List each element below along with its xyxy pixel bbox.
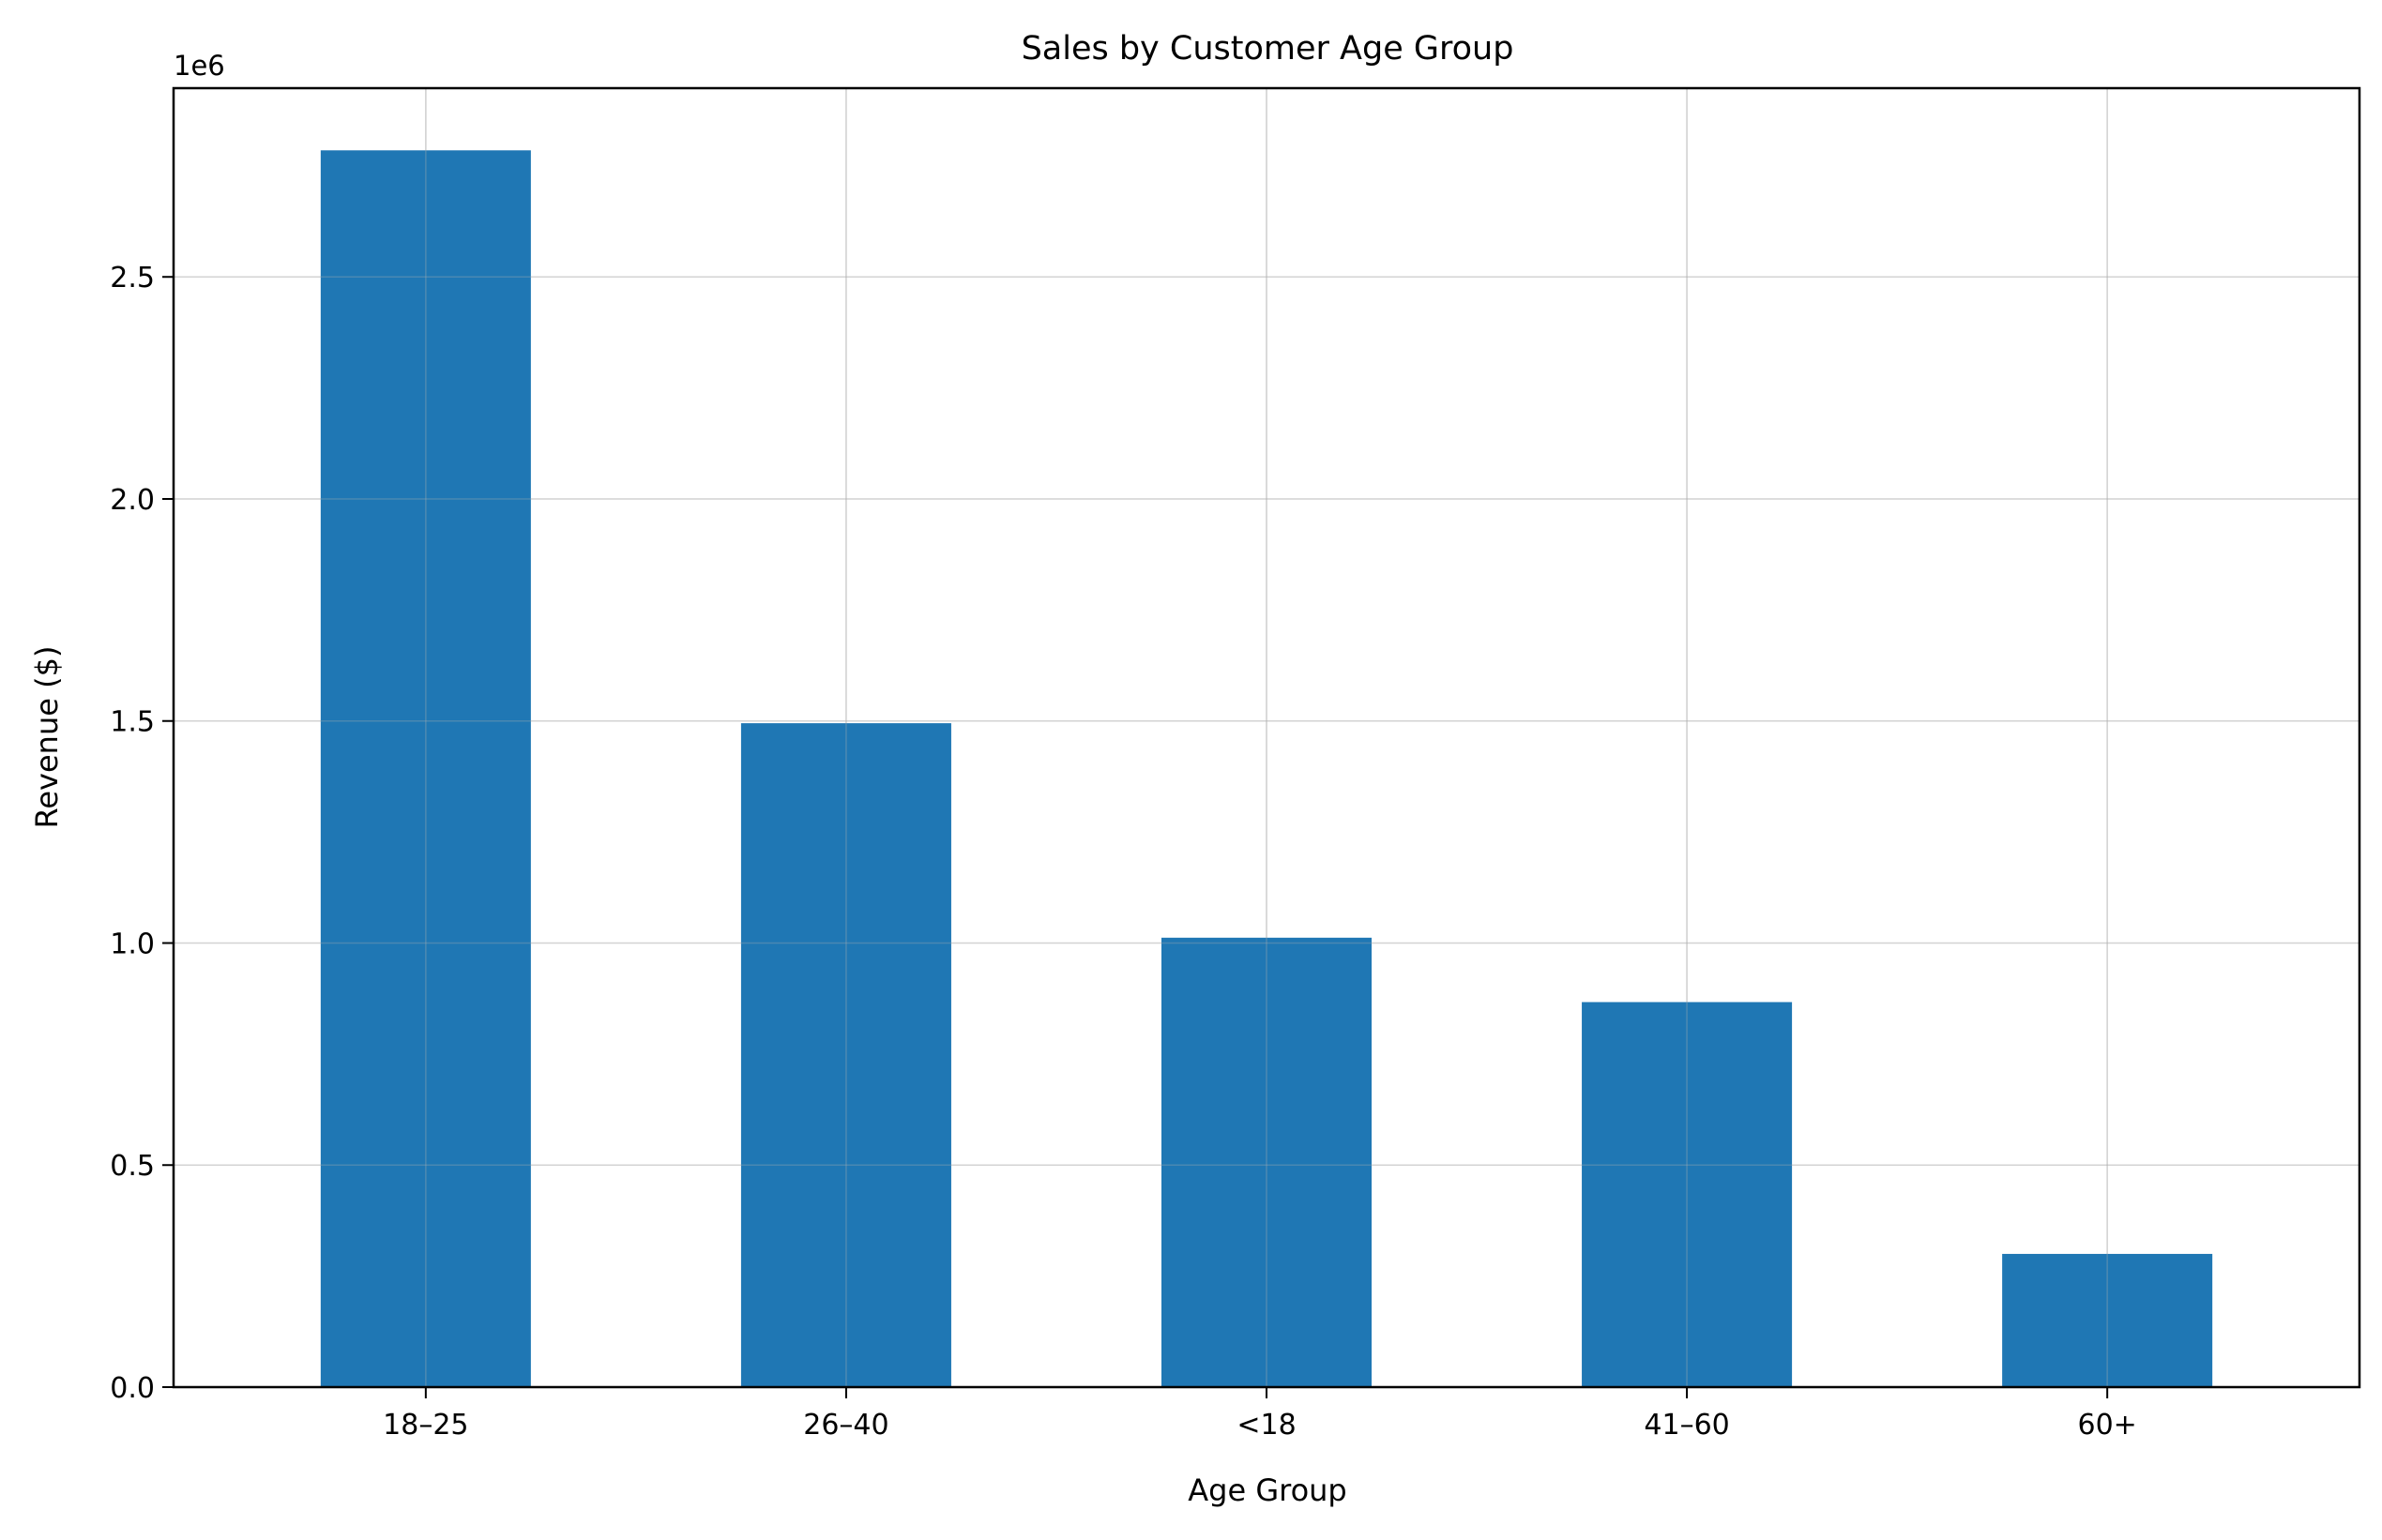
chart-title: Sales by Customer Age Group <box>1022 30 1514 68</box>
bar-3 <box>1161 937 1373 1387</box>
x-tick-label: 60+ <box>2077 1409 2136 1442</box>
y-tick-label: 1.0 <box>110 928 155 960</box>
y-tick-label: 0.5 <box>110 1150 155 1183</box>
bars <box>320 150 2213 1387</box>
x-tick-label: <18 <box>1237 1409 1296 1442</box>
y-axis: 0.0 0.5 1.0 1.5 2.0 2.5 <box>110 262 174 1405</box>
bar-4 <box>1582 1002 1793 1387</box>
y-tick-label: 2.5 <box>110 262 155 294</box>
x-tick-label: 18–25 <box>383 1409 468 1442</box>
x-axis-label: Age Group <box>1188 1472 1346 1508</box>
x-axis: 18–25 26–40 <18 41–60 60+ <box>383 1387 2137 1442</box>
y-tick-label: 1.5 <box>110 706 155 739</box>
x-tick-label: 41–60 <box>1644 1409 1729 1442</box>
y-tick-label: 2.0 <box>110 484 155 517</box>
bar-1 <box>320 150 531 1387</box>
bar-2 <box>740 723 951 1387</box>
x-tick-label: 26–40 <box>803 1409 888 1442</box>
y-tick-label: 0.0 <box>110 1372 155 1405</box>
y-axis-label: Revenue ($) <box>29 646 65 829</box>
bar-5 <box>2002 1253 2213 1387</box>
y-axis-offset-label: 1e6 <box>174 50 225 82</box>
